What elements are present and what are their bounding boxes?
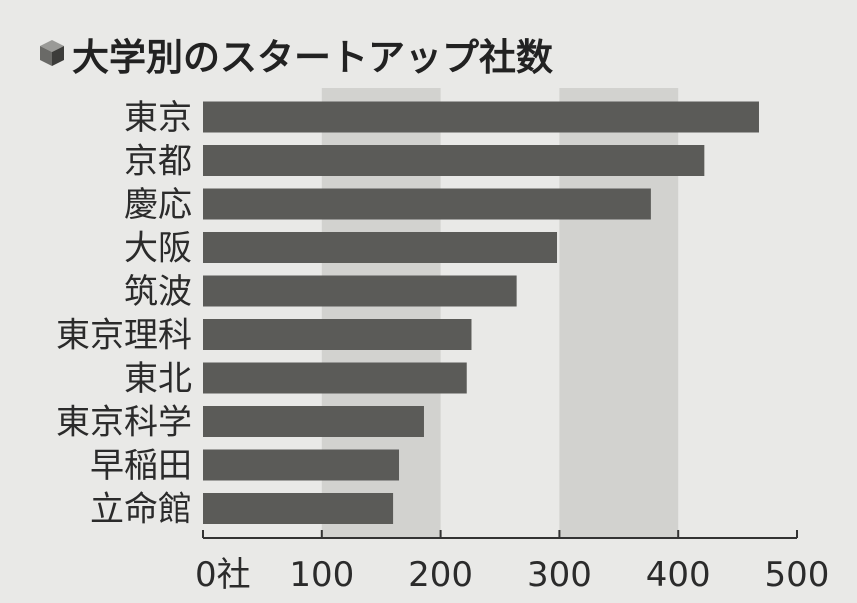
category-label: 筑波 <box>124 272 192 312</box>
category-label: 京都 <box>124 142 192 182</box>
category-label: 東京 <box>124 98 192 138</box>
bar-3 <box>203 232 558 263</box>
bar-9 <box>203 493 394 524</box>
category-label: 東京理科 <box>56 316 192 356</box>
x-tick-label: 200 <box>408 555 473 595</box>
cube-icon <box>40 40 64 66</box>
x-tick-label: 400 <box>646 555 711 595</box>
bar-6 <box>203 362 467 394</box>
category-label: 東北 <box>124 359 192 399</box>
bar-2 <box>203 188 651 220</box>
x-tick-label: 500 <box>765 555 830 595</box>
category-label: 東京科学 <box>56 403 192 443</box>
bar-7 <box>203 406 424 437</box>
category-label: 大阪 <box>124 229 192 269</box>
category-label: 立命館 <box>90 490 192 530</box>
chart-title: 大学別のスタートアップ社数 <box>72 36 553 79</box>
chart-title-group: 大学別のスタートアップ社数 <box>40 36 553 79</box>
bar-0 <box>203 101 759 133</box>
category-label: 早稲田 <box>90 446 192 486</box>
x-tick-label: 100 <box>289 555 354 595</box>
bars <box>203 101 759 524</box>
bar-4 <box>203 275 517 307</box>
x-tick-label: 300 <box>527 555 592 595</box>
category-label: 慶応 <box>124 185 192 225</box>
bar-1 <box>203 145 705 176</box>
bar-8 <box>203 449 400 481</box>
x-tick-label: 0社 <box>195 555 251 595</box>
x-axis: 0社 100 200 300 400 500 <box>195 530 829 595</box>
bar-5 <box>203 319 472 350</box>
